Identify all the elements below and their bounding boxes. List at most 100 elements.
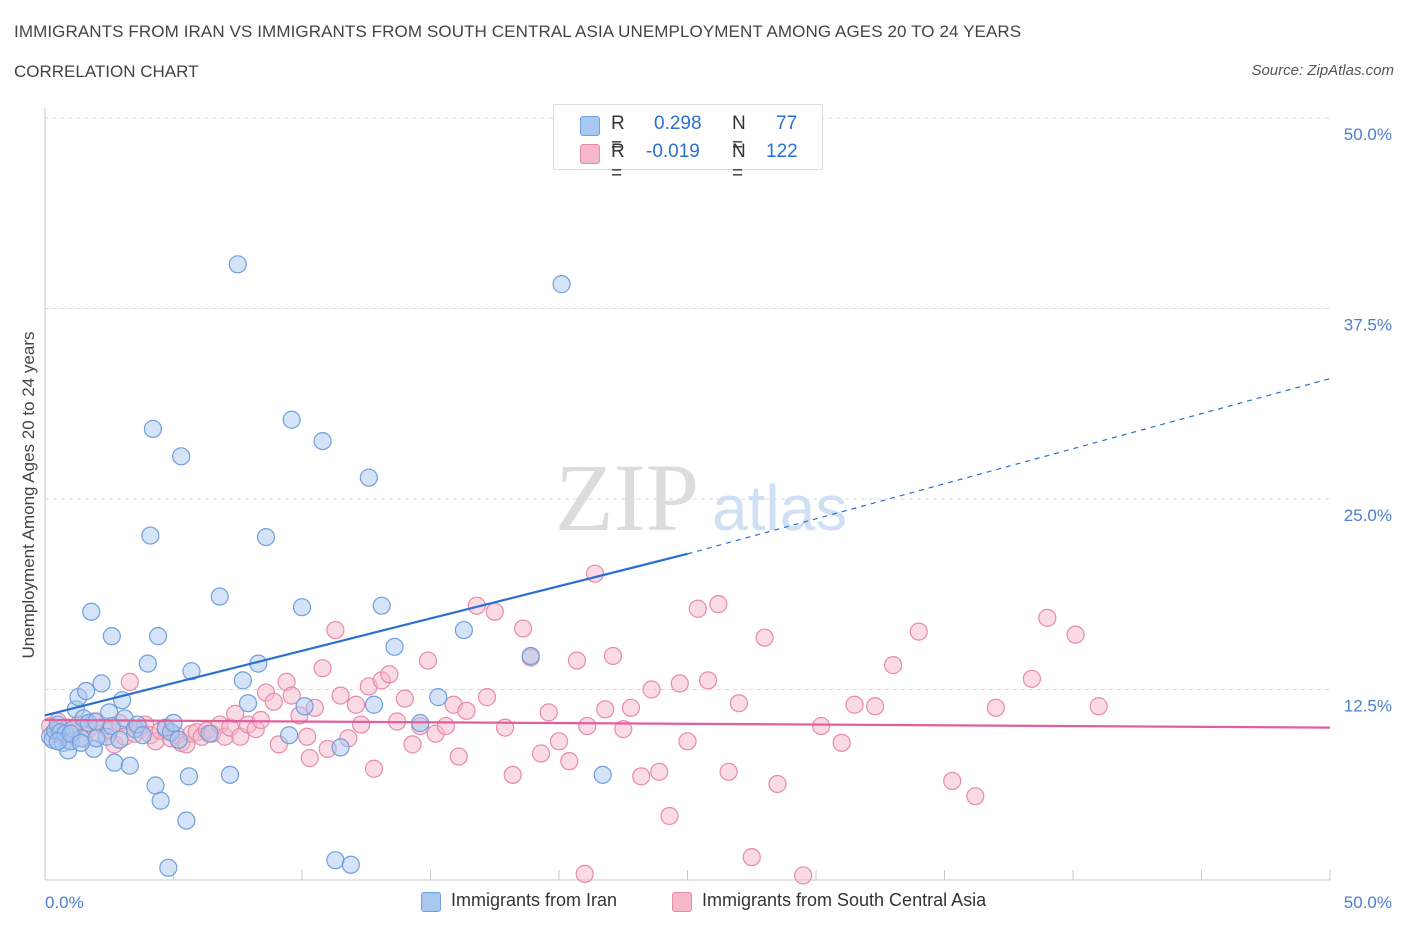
sca-point [1022, 669, 1041, 688]
sca-point [531, 744, 551, 763]
sca-point [380, 665, 399, 684]
watermark-atlas: atlas [712, 472, 847, 544]
iran-trend-line [44, 552, 688, 717]
bottom-legend-swatch-iran [421, 892, 441, 912]
x-tick-label: 0.0% [45, 893, 84, 912]
y-tick-label: 25.0% [1344, 506, 1392, 525]
iran-point [220, 765, 240, 784]
sca-point [698, 671, 718, 690]
iran-point [228, 255, 247, 274]
sca-point [575, 864, 594, 884]
sca-point [709, 595, 728, 614]
sca-point [866, 697, 885, 716]
sca-point [650, 762, 669, 781]
iran-point [169, 730, 188, 749]
gridlines [45, 117, 1330, 690]
iran-point [326, 851, 345, 870]
iran-point [429, 688, 448, 707]
y-tick-label: 12.5% [1344, 697, 1392, 716]
y-tick-label: 50.0% [1344, 125, 1392, 144]
legend-r-value-iran: 0.298 [654, 113, 702, 134]
iran-point [233, 671, 252, 690]
iran-point [143, 419, 163, 438]
sca-point [642, 680, 661, 699]
iran-point [133, 726, 152, 745]
iran-point [77, 681, 96, 701]
sca-point [883, 656, 903, 675]
iran-point [295, 697, 314, 716]
iran-point [280, 726, 299, 745]
iran-point [359, 468, 378, 487]
legend-swatch-sca [580, 144, 600, 164]
legend-n-label: N = [732, 113, 746, 156]
sca-point [678, 732, 697, 751]
sca-point [603, 646, 623, 666]
x-tick-label: 50.0% [1344, 893, 1392, 912]
iran-point [146, 776, 165, 795]
sca-point [832, 733, 851, 752]
watermark: ZIP atlas [555, 444, 847, 551]
iran-point [159, 858, 178, 877]
sca-point [614, 720, 633, 739]
sca-point [539, 703, 558, 722]
sca-point [567, 651, 587, 670]
iran-point [141, 526, 160, 545]
sca-trend-line [44, 718, 1331, 729]
iran-point [87, 729, 106, 748]
iran-point [454, 620, 474, 640]
iran-point [148, 627, 168, 646]
sca-point [986, 698, 1006, 717]
sca-point [845, 695, 864, 714]
sca-point [966, 787, 985, 806]
sca-point [300, 748, 319, 768]
chart-subtitle: CORRELATION CHART [14, 62, 199, 81]
sca-point [313, 659, 332, 678]
iran-point [82, 602, 101, 621]
sca-point [632, 767, 651, 786]
axes [44, 108, 1331, 881]
iran-point [164, 713, 183, 733]
sca-point [688, 599, 707, 618]
y-tick-label: 37.5% [1344, 316, 1392, 335]
iran-point [292, 598, 312, 617]
iran-point [200, 724, 219, 743]
sca-point [596, 700, 615, 719]
sca-point [755, 628, 774, 647]
sca-point [326, 620, 345, 640]
iran-point [179, 767, 199, 786]
sca-point [513, 619, 533, 638]
iran-point [364, 695, 384, 714]
source-label: Source: ZipAtlas.com [1251, 62, 1394, 79]
bottom-legend-iran: Immigrants from Iran [451, 890, 618, 910]
sca-point [560, 752, 579, 771]
iran-point [71, 733, 91, 752]
sca-point [364, 759, 384, 778]
sca-point [660, 806, 679, 826]
sca-point [226, 704, 245, 723]
iran-point [256, 527, 276, 547]
iran-trend-extension [687, 378, 1331, 555]
bottom-legend-swatch-sca [672, 892, 692, 912]
legend-n-value-sca: 122 [766, 141, 798, 162]
correlation-legend: R = 0.298 N = 77 R = -0.019 N = 122 [553, 104, 823, 184]
legend-r-value-sca: -0.019 [646, 141, 700, 162]
sca-point [352, 715, 371, 734]
iran-point [177, 811, 196, 830]
iran-point [282, 410, 301, 429]
sca-point [578, 716, 597, 736]
chart-title: IMMIGRANTS FROM IRAN VS IMMIGRANTS FROM … [14, 22, 1022, 41]
bottom-legend-sca: Immigrants from South Central Asia [702, 890, 987, 910]
sca-point [729, 694, 749, 713]
iran-point [313, 431, 332, 451]
sca-point [503, 765, 522, 784]
sca-point [457, 701, 476, 720]
sca-point [485, 602, 504, 621]
y-tick-labels: 12.5% 25.0% 37.5% 50.0% [1344, 125, 1392, 716]
sca-point [418, 651, 438, 670]
x-tick-labels: 0.0% 50.0% [45, 893, 1392, 912]
sca-point [251, 710, 270, 730]
legend-n-value-iran: 77 [776, 113, 798, 134]
iran-point [372, 596, 391, 615]
iran-point [105, 753, 124, 772]
